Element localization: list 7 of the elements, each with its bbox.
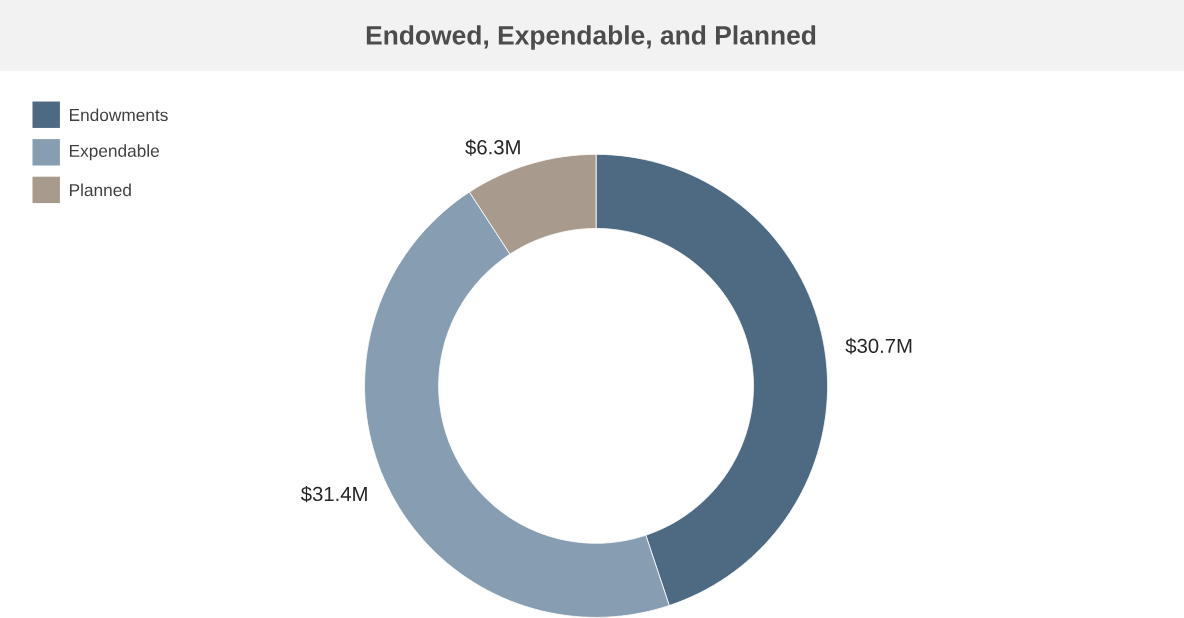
legend-label: Endowments — [69, 108, 168, 122]
chart-title: Endowed, Expendable, and Planned — [366, 25, 816, 50]
data-label: $31.4M — [300, 485, 367, 503]
data-label: $6.3M — [465, 139, 520, 156]
data-label: $30.7M — [845, 337, 912, 355]
legend-label: Planned — [69, 183, 131, 197]
legend-label: Expendable — [69, 144, 159, 161]
